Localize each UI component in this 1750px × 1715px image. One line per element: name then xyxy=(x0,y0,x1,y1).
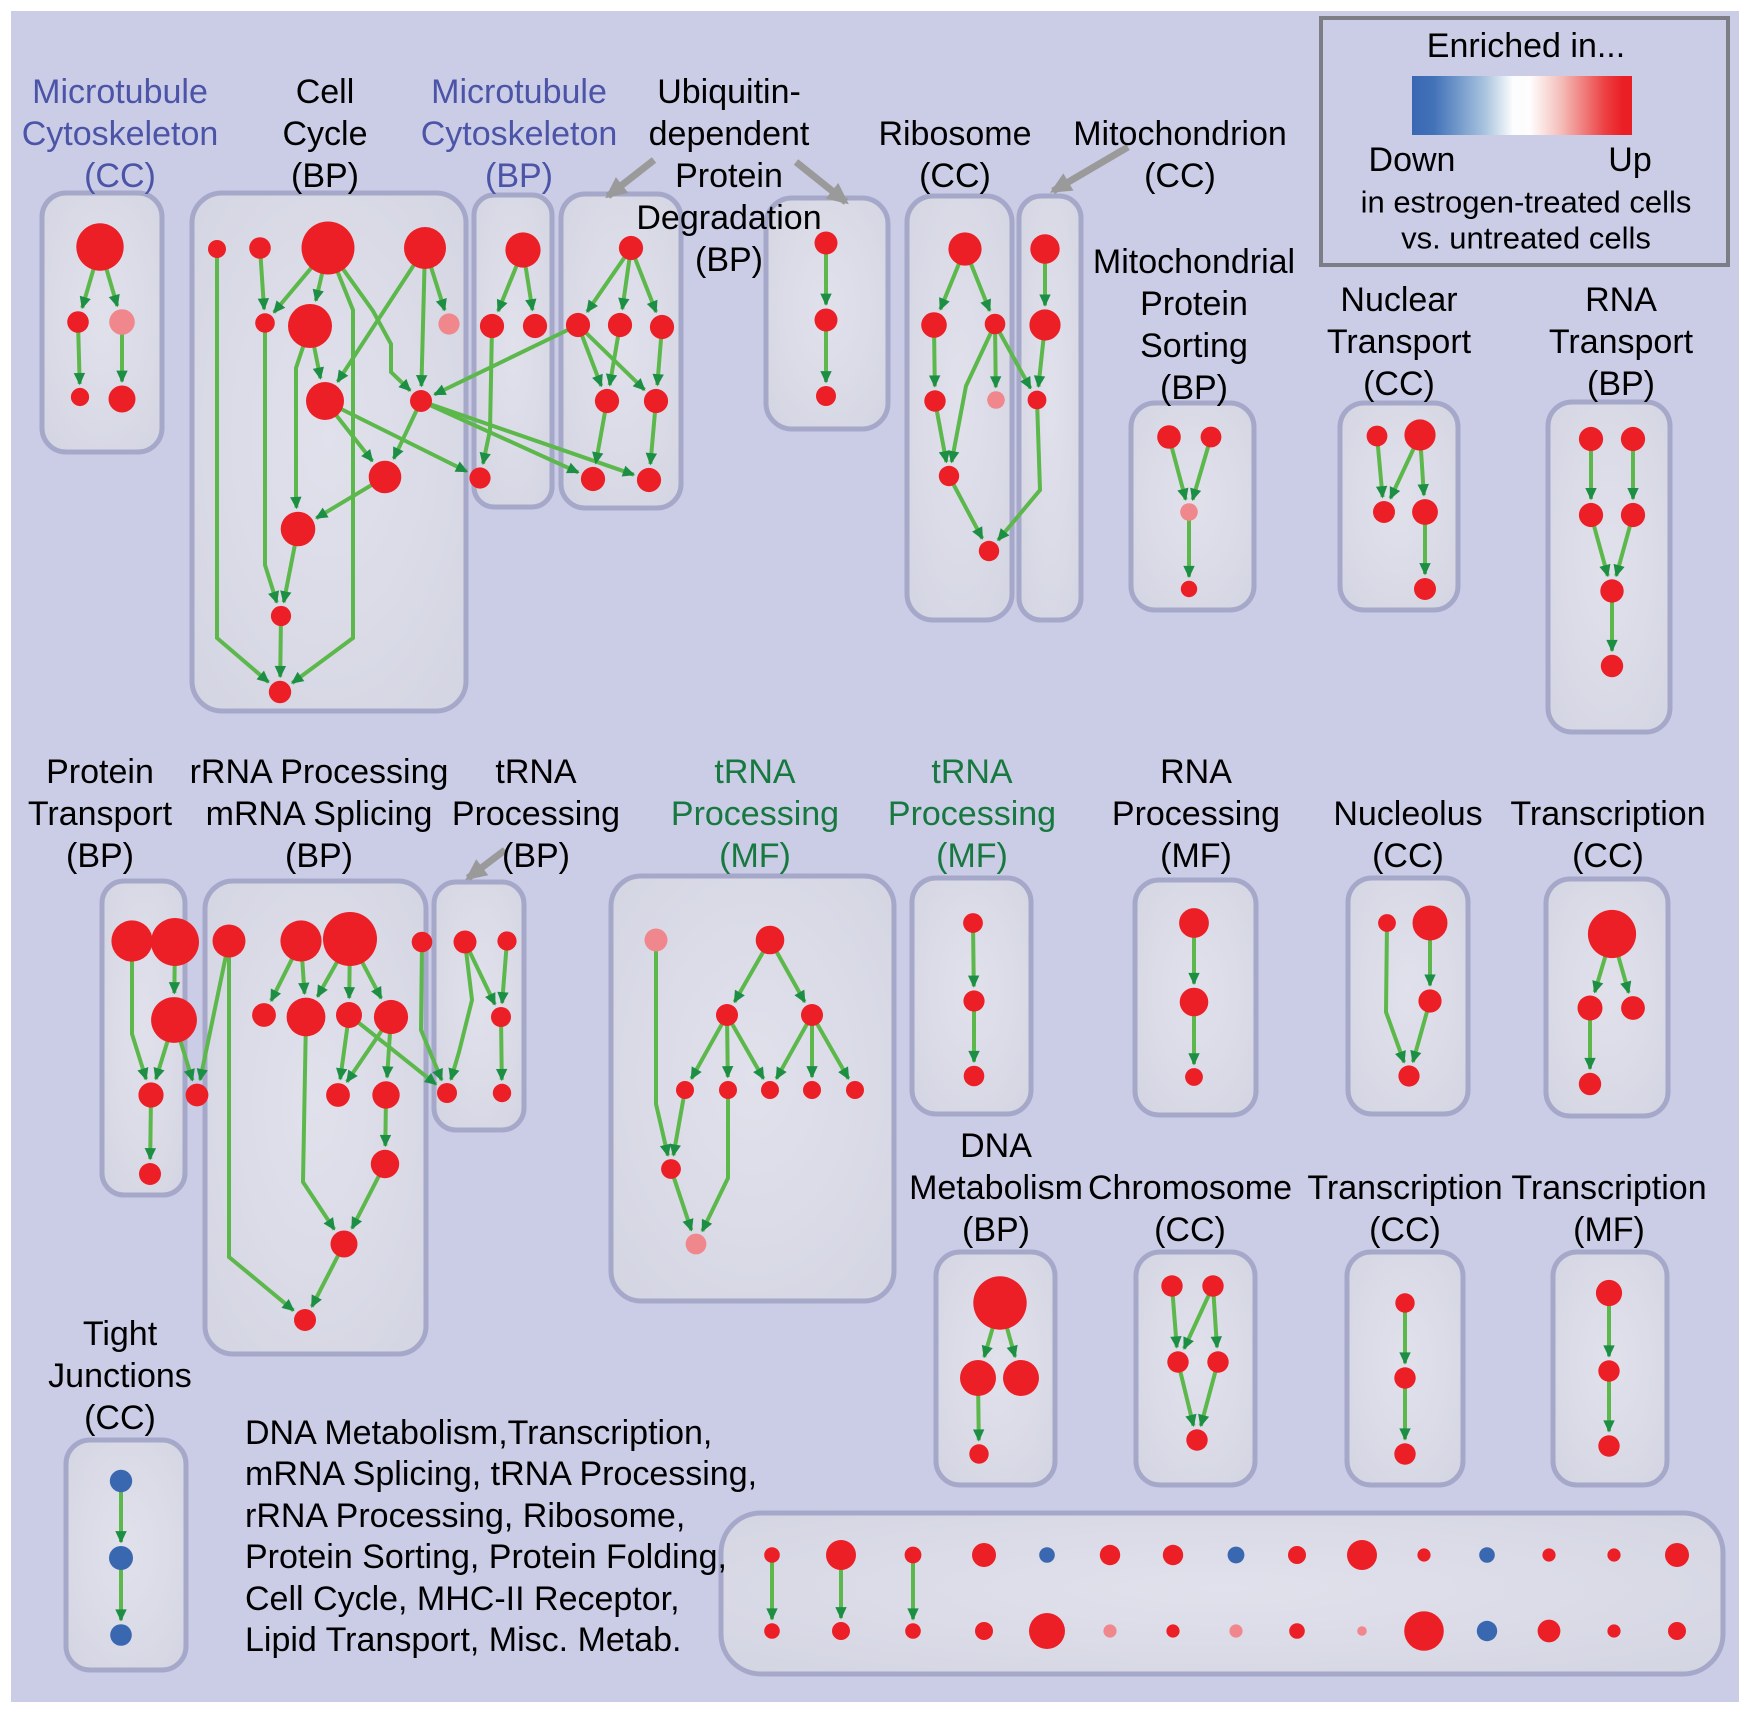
svg-text:(MF): (MF) xyxy=(936,837,1008,875)
svg-text:Cell: Cell xyxy=(296,73,355,111)
svg-text:(CC): (CC) xyxy=(84,157,156,195)
svg-text:DNA Metabolism,Transcription,: DNA Metabolism,Transcription, xyxy=(245,1414,712,1452)
svg-text:Transport: Transport xyxy=(28,795,173,833)
svg-text:Nuclear: Nuclear xyxy=(1340,281,1457,319)
svg-text:(BP): (BP) xyxy=(1587,365,1655,403)
svg-text:Sorting: Sorting xyxy=(1140,327,1248,365)
svg-text:(BP): (BP) xyxy=(66,837,134,875)
svg-text:Chromosome: Chromosome xyxy=(1088,1169,1292,1207)
svg-text:Protein Sorting, Protein Foldi: Protein Sorting, Protein Folding, xyxy=(245,1538,727,1576)
svg-text:Microtubule: Microtubule xyxy=(32,73,208,111)
svg-text:(CC): (CC) xyxy=(1154,1211,1226,1249)
svg-text:tRNA: tRNA xyxy=(714,753,796,791)
svg-text:(CC): (CC) xyxy=(1372,837,1444,875)
svg-text:dependent: dependent xyxy=(649,115,810,153)
svg-text:vs. untreated cells: vs. untreated cells xyxy=(1401,221,1651,256)
svg-text:(CC): (CC) xyxy=(1369,1211,1441,1249)
svg-text:(BP): (BP) xyxy=(485,157,553,195)
svg-text:Enriched in...: Enriched in... xyxy=(1427,27,1625,65)
svg-text:Transcription: Transcription xyxy=(1307,1169,1502,1207)
svg-text:Down: Down xyxy=(1369,141,1456,179)
svg-text:Ribosome: Ribosome xyxy=(878,115,1031,153)
svg-text:rRNA Processing, Ribosome,: rRNA Processing, Ribosome, xyxy=(245,1497,685,1535)
svg-text:(CC): (CC) xyxy=(1144,157,1216,195)
svg-text:Ubiquitin-: Ubiquitin- xyxy=(657,73,801,111)
svg-text:Transport: Transport xyxy=(1549,323,1694,361)
svg-text:Cytoskeleton: Cytoskeleton xyxy=(421,115,618,153)
svg-text:(MF): (MF) xyxy=(719,837,791,875)
svg-text:(CC): (CC) xyxy=(1572,837,1644,875)
svg-text:(BP): (BP) xyxy=(285,837,353,875)
svg-text:RNA: RNA xyxy=(1585,281,1657,319)
svg-text:tRNA: tRNA xyxy=(495,753,577,791)
svg-text:Tight: Tight xyxy=(83,1315,158,1353)
svg-text:Cycle: Cycle xyxy=(282,115,367,153)
svg-text:Degradation: Degradation xyxy=(636,199,821,237)
svg-text:rRNA Processing: rRNA Processing xyxy=(190,753,449,791)
svg-text:(CC): (CC) xyxy=(1363,365,1435,403)
svg-text:Cytoskeleton: Cytoskeleton xyxy=(22,115,219,153)
svg-text:RNA: RNA xyxy=(1160,753,1232,791)
svg-text:Protein: Protein xyxy=(46,753,154,791)
svg-text:(BP): (BP) xyxy=(962,1211,1030,1249)
svg-text:tRNA: tRNA xyxy=(931,753,1013,791)
svg-text:mRNA Splicing, tRNA Processing: mRNA Splicing, tRNA Processing, xyxy=(245,1455,757,1493)
svg-text:Metabolism: Metabolism xyxy=(909,1169,1083,1207)
svg-text:Transcription: Transcription xyxy=(1511,1169,1706,1207)
svg-text:Transport: Transport xyxy=(1327,323,1472,361)
svg-text:Nucleolus: Nucleolus xyxy=(1333,795,1482,833)
svg-text:Transcription: Transcription xyxy=(1510,795,1705,833)
svg-text:(BP): (BP) xyxy=(695,241,763,279)
svg-text:Processing: Processing xyxy=(452,795,620,833)
svg-text:DNA: DNA xyxy=(960,1127,1032,1165)
svg-text:(BP): (BP) xyxy=(291,157,359,195)
svg-text:Up: Up xyxy=(1608,141,1651,179)
svg-text:in estrogen-treated cells: in estrogen-treated cells xyxy=(1361,185,1692,220)
svg-text:(CC): (CC) xyxy=(919,157,991,195)
svg-text:Processing: Processing xyxy=(1112,795,1280,833)
svg-text:Lipid Transport, Misc. Metab.: Lipid Transport, Misc. Metab. xyxy=(245,1621,682,1659)
svg-text:(CC): (CC) xyxy=(84,1399,156,1437)
svg-text:Processing: Processing xyxy=(671,795,839,833)
svg-text:Processing: Processing xyxy=(888,795,1056,833)
svg-text:(MF): (MF) xyxy=(1160,837,1232,875)
svg-text:mRNA Splicing: mRNA Splicing xyxy=(206,795,433,833)
svg-text:Protein: Protein xyxy=(1140,285,1248,323)
svg-text:Microtubule: Microtubule xyxy=(431,73,607,111)
svg-text:Protein: Protein xyxy=(675,157,783,195)
svg-text:(MF): (MF) xyxy=(1573,1211,1645,1249)
svg-text:Mitochondrial: Mitochondrial xyxy=(1093,243,1295,281)
svg-text:(BP): (BP) xyxy=(502,837,570,875)
svg-text:Junctions: Junctions xyxy=(48,1357,192,1395)
svg-text:Mitochondrion: Mitochondrion xyxy=(1073,115,1287,153)
svg-text:Cell Cycle, MHC-II Receptor,: Cell Cycle, MHC-II Receptor, xyxy=(245,1580,680,1618)
svg-text:(BP): (BP) xyxy=(1160,369,1228,407)
